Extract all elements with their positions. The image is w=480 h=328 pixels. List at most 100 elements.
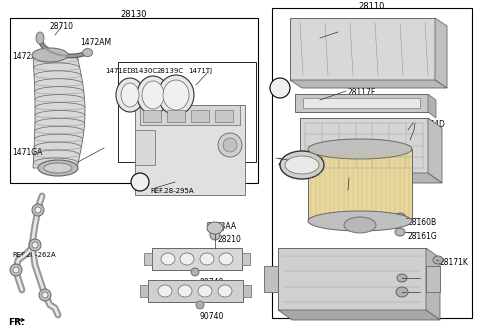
- Ellipse shape: [163, 80, 189, 110]
- Ellipse shape: [218, 133, 242, 157]
- Ellipse shape: [116, 78, 144, 112]
- Ellipse shape: [32, 48, 68, 62]
- Bar: [426, 266, 440, 292]
- Ellipse shape: [198, 285, 212, 297]
- Ellipse shape: [433, 256, 443, 264]
- Bar: [143, 110, 161, 122]
- Text: 1472AI: 1472AI: [12, 52, 39, 61]
- Ellipse shape: [308, 139, 412, 159]
- Ellipse shape: [397, 274, 407, 282]
- Text: 90740: 90740: [200, 312, 224, 321]
- Bar: [148, 280, 243, 302]
- Text: 90740: 90740: [200, 278, 224, 287]
- Polygon shape: [426, 248, 440, 320]
- Text: 28139C: 28139C: [157, 68, 184, 74]
- Bar: [243, 285, 251, 297]
- Circle shape: [210, 230, 220, 240]
- Ellipse shape: [161, 253, 175, 265]
- Ellipse shape: [158, 285, 172, 297]
- Ellipse shape: [121, 83, 139, 107]
- FancyArrowPatch shape: [17, 318, 24, 321]
- Ellipse shape: [394, 213, 406, 223]
- Circle shape: [29, 239, 41, 251]
- Ellipse shape: [36, 32, 44, 44]
- Text: 28213F: 28213F: [155, 250, 183, 259]
- Bar: [191, 110, 209, 122]
- Circle shape: [32, 204, 44, 216]
- Circle shape: [35, 207, 41, 213]
- Bar: [140, 285, 148, 297]
- Polygon shape: [300, 173, 442, 183]
- Ellipse shape: [178, 285, 192, 297]
- Bar: [272, 8, 472, 318]
- Text: 28117B: 28117B: [278, 158, 307, 167]
- Text: 28161G: 28161G: [408, 232, 438, 241]
- Text: 28111: 28111: [340, 28, 364, 37]
- Ellipse shape: [142, 81, 164, 109]
- Circle shape: [42, 292, 48, 298]
- Bar: [308, 149, 412, 221]
- Ellipse shape: [44, 163, 72, 173]
- Ellipse shape: [38, 160, 78, 176]
- Ellipse shape: [218, 285, 232, 297]
- Ellipse shape: [395, 228, 405, 236]
- Ellipse shape: [344, 217, 376, 233]
- Polygon shape: [428, 94, 436, 118]
- Ellipse shape: [137, 76, 169, 114]
- Text: 28210: 28210: [218, 235, 242, 244]
- Text: 28113: 28113: [350, 175, 374, 184]
- Bar: [10, 18, 258, 183]
- Polygon shape: [33, 55, 85, 168]
- Bar: [215, 110, 233, 122]
- Bar: [303, 98, 420, 108]
- Text: REF.28-262A: REF.28-262A: [12, 252, 56, 258]
- Ellipse shape: [285, 156, 319, 174]
- Text: 1471GA: 1471GA: [12, 148, 42, 157]
- Text: 28213H: 28213H: [150, 290, 180, 299]
- Bar: [140, 105, 240, 125]
- Bar: [167, 110, 185, 122]
- Bar: [290, 18, 435, 80]
- Bar: [144, 253, 152, 265]
- Text: A: A: [277, 84, 283, 92]
- Text: 28710: 28710: [50, 22, 74, 31]
- Circle shape: [191, 268, 199, 276]
- Text: 28171K: 28171K: [440, 258, 469, 267]
- Polygon shape: [428, 118, 442, 183]
- Text: 28130: 28130: [121, 10, 147, 19]
- Ellipse shape: [180, 253, 194, 265]
- Text: 1463AA: 1463AA: [206, 222, 236, 231]
- Circle shape: [270, 78, 290, 98]
- Circle shape: [196, 301, 204, 309]
- Ellipse shape: [280, 151, 324, 179]
- Circle shape: [10, 264, 22, 276]
- Bar: [295, 94, 428, 112]
- Bar: [207, 222, 223, 230]
- Text: 28160B: 28160B: [408, 292, 437, 301]
- Polygon shape: [278, 310, 440, 320]
- Text: 1471TJ: 1471TJ: [188, 68, 212, 74]
- Polygon shape: [435, 18, 447, 88]
- Circle shape: [13, 267, 19, 273]
- Bar: [242, 253, 250, 265]
- Bar: [278, 248, 426, 310]
- Ellipse shape: [396, 287, 408, 297]
- Bar: [300, 118, 428, 173]
- Text: 1472AM: 1472AM: [80, 38, 111, 47]
- Text: REF.28-295A: REF.28-295A: [150, 188, 193, 194]
- Ellipse shape: [308, 211, 412, 231]
- Text: 28117F: 28117F: [348, 88, 376, 97]
- Ellipse shape: [223, 138, 237, 152]
- Text: 28110: 28110: [359, 2, 385, 11]
- Bar: [135, 105, 245, 195]
- Text: 31430C: 31430C: [130, 68, 157, 74]
- Circle shape: [32, 242, 38, 248]
- Polygon shape: [290, 80, 447, 88]
- Bar: [264, 266, 278, 292]
- Bar: [135, 130, 155, 165]
- Ellipse shape: [83, 49, 93, 56]
- Circle shape: [39, 289, 51, 301]
- Ellipse shape: [207, 222, 223, 234]
- Ellipse shape: [200, 253, 214, 265]
- Text: 28174D: 28174D: [415, 120, 445, 129]
